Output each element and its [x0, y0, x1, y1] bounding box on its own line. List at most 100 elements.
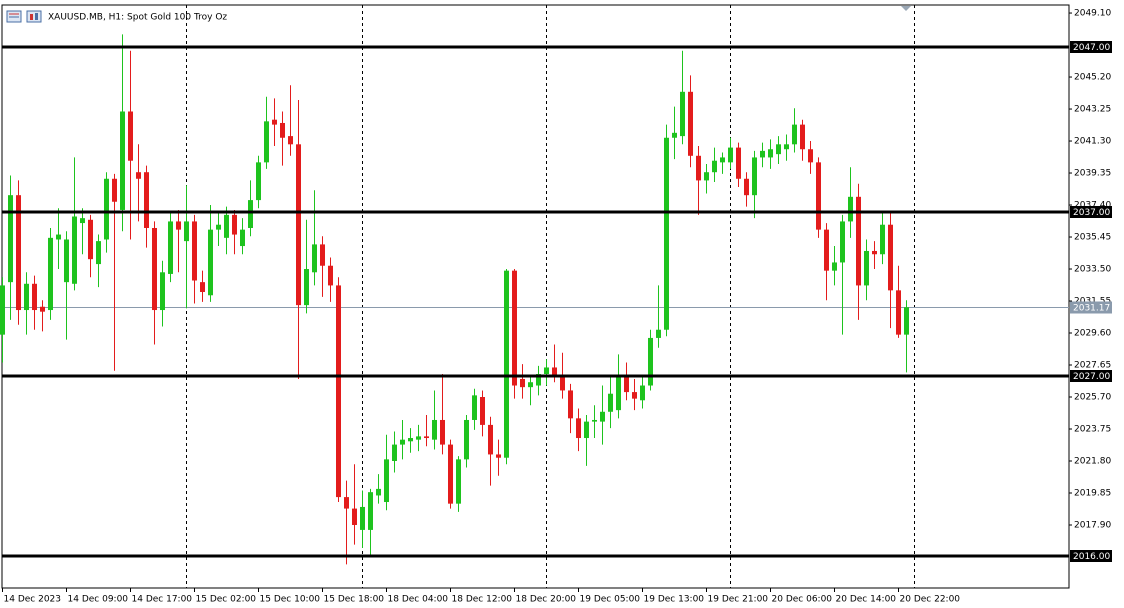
candle-body	[360, 506, 365, 530]
y-tick-label: 2041.30	[1074, 137, 1111, 147]
candle-body	[328, 265, 333, 286]
candle-body	[536, 374, 541, 386]
candle-body	[48, 237, 53, 311]
candle-body	[528, 382, 533, 388]
candle-body	[416, 436, 421, 440]
y-tick-label: 2033.50	[1074, 265, 1111, 275]
level-label: 2016.00	[1073, 552, 1110, 562]
candle-body	[208, 229, 213, 296]
candle-body	[504, 270, 509, 458]
candle-body	[464, 419, 469, 460]
candle-body	[696, 155, 701, 181]
candle-body	[888, 224, 893, 291]
candle-body	[392, 444, 397, 461]
candle-body	[56, 234, 61, 240]
candle-body	[280, 122, 285, 138]
y-tick-label: 2017.90	[1074, 520, 1111, 530]
y-tick-label: 2035.45	[1074, 233, 1111, 243]
x-tick-label: 14 Dec 2023	[4, 595, 62, 605]
candle-body	[440, 419, 445, 445]
candle-body	[744, 178, 749, 196]
x-tick-label: 18 Dec 20:00	[516, 595, 577, 605]
candle-body	[400, 439, 405, 445]
candle-body	[200, 282, 205, 292]
candle-body	[840, 221, 845, 263]
level-label-box	[1070, 550, 1112, 562]
level-label: 2047.00	[1073, 43, 1110, 53]
day-separators	[186, 5, 915, 588]
y-tick-label: 2037.40	[1074, 201, 1111, 211]
candle-body	[856, 196, 861, 286]
candle-body	[456, 459, 461, 504]
y-tick-label: 2023.75	[1074, 425, 1111, 435]
candle-body	[88, 219, 93, 260]
candle-body	[512, 270, 517, 386]
candle-body	[344, 497, 349, 509]
y-tick-label: 2027.65	[1074, 361, 1111, 371]
x-tick-label: 15 Dec 10:00	[260, 595, 321, 605]
candle-body	[552, 367, 557, 376]
candle-body	[648, 337, 653, 386]
candle-body	[264, 121, 269, 163]
candle-body	[704, 172, 709, 181]
candle-body	[824, 229, 829, 271]
candle-body	[72, 216, 77, 284]
candle-body	[584, 421, 589, 439]
price-label-box	[1070, 301, 1112, 314]
candle-body	[472, 395, 477, 420]
y-tick-label: 2025.70	[1074, 393, 1111, 403]
candle-body	[712, 160, 717, 173]
candle-body	[784, 144, 789, 150]
x-tick-label: 19 Dec 13:00	[644, 595, 705, 605]
candle-body	[664, 137, 669, 330]
level-label-box	[1070, 370, 1112, 382]
candle-body	[384, 459, 389, 503]
candle-body	[80, 218, 85, 224]
x-tick-label: 14 Dec 17:00	[132, 595, 193, 605]
candle-body	[232, 214, 237, 235]
candle-body	[544, 367, 549, 375]
candle-body	[176, 221, 181, 230]
candle-body	[424, 436, 429, 439]
icon	[26, 10, 42, 23]
candle-body	[120, 111, 125, 210]
candle-body	[16, 195, 21, 311]
candle-body	[296, 144, 301, 306]
candle-body	[520, 378, 525, 388]
x-tick-label: 20 Dec 14:00	[836, 595, 897, 605]
candle-body	[720, 157, 725, 163]
level-label: 2027.00	[1073, 372, 1110, 382]
candle-body	[808, 149, 813, 163]
candle-body	[800, 124, 805, 150]
candle-body	[152, 227, 157, 311]
candle-body	[832, 262, 837, 271]
candle-body	[256, 162, 261, 201]
candle-body	[312, 244, 317, 273]
y-tick-label: 2029.60	[1074, 329, 1111, 339]
plot-frame	[1, 4, 1070, 589]
candle-body	[608, 393, 613, 412]
candle-body	[616, 377, 621, 411]
y-tick-label: 2049.10	[1074, 9, 1111, 19]
candle-body	[640, 385, 645, 401]
icon-bar	[35, 13, 38, 20]
candle-body	[224, 214, 229, 238]
x-tick-label: 18 Dec 12:00	[452, 595, 513, 605]
candle-body	[192, 221, 197, 281]
candle-body	[904, 307, 909, 335]
candle-body	[304, 269, 309, 306]
candle-body	[128, 111, 133, 161]
x-tick-label: 19 Dec 21:00	[708, 595, 769, 605]
candle-body	[680, 91, 685, 137]
candle-body	[848, 196, 853, 222]
candle-body	[736, 147, 741, 179]
shift-marker	[901, 6, 911, 11]
candle-body	[576, 418, 581, 439]
level-label-box	[1070, 41, 1112, 53]
candle-body	[488, 424, 493, 455]
candle-body	[184, 221, 189, 242]
candle-body	[880, 224, 885, 255]
candle-body	[560, 375, 565, 391]
candle-body	[136, 172, 141, 179]
